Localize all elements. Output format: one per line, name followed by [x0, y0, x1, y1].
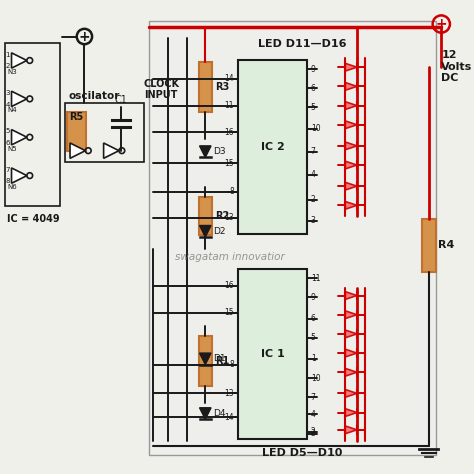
Text: 13: 13: [225, 213, 234, 222]
Polygon shape: [346, 390, 357, 397]
Polygon shape: [346, 330, 357, 338]
Bar: [238, 269, 307, 439]
Bar: [199, 336, 212, 386]
Bar: [5, 43, 61, 206]
Text: 1: 1: [5, 52, 9, 58]
Text: D2: D2: [213, 227, 226, 236]
Text: 3: 3: [5, 90, 9, 96]
Text: 2: 2: [311, 195, 316, 204]
Bar: [199, 63, 212, 112]
Text: 3: 3: [311, 429, 316, 438]
Polygon shape: [346, 201, 357, 209]
Text: +: +: [79, 29, 90, 44]
Polygon shape: [346, 121, 357, 128]
Text: swagatam innovatior: swagatam innovatior: [175, 252, 285, 262]
Text: D4: D4: [213, 409, 226, 418]
Text: 5: 5: [311, 333, 316, 342]
Polygon shape: [200, 408, 211, 419]
Text: N3: N3: [8, 69, 18, 75]
Polygon shape: [346, 409, 357, 416]
Text: N5: N5: [8, 146, 17, 152]
Text: D3: D3: [213, 147, 226, 156]
Text: 1: 1: [311, 355, 316, 364]
Text: IC = 4049: IC = 4049: [7, 214, 60, 224]
Polygon shape: [346, 64, 357, 71]
Polygon shape: [346, 426, 357, 434]
Polygon shape: [346, 142, 357, 150]
Text: 11: 11: [225, 101, 234, 110]
Bar: [422, 219, 436, 272]
Text: 4: 4: [311, 170, 316, 179]
Text: 4: 4: [5, 101, 9, 108]
Polygon shape: [11, 168, 27, 183]
Text: 16: 16: [225, 128, 234, 137]
Text: 6: 6: [311, 84, 316, 93]
Bar: [65, 103, 144, 162]
Text: 6: 6: [311, 314, 316, 323]
Text: IC 2: IC 2: [261, 142, 284, 152]
Polygon shape: [70, 143, 85, 158]
Text: D1: D1: [213, 355, 226, 364]
Polygon shape: [346, 182, 357, 190]
Text: 9: 9: [311, 293, 316, 302]
Text: 15: 15: [225, 308, 234, 317]
Text: N4: N4: [8, 108, 17, 113]
Polygon shape: [346, 349, 357, 357]
Text: CLOCK
INPUT: CLOCK INPUT: [143, 79, 179, 100]
Polygon shape: [11, 129, 27, 145]
Text: 7: 7: [311, 147, 316, 156]
Text: 12
Volts
DC: 12 Volts DC: [441, 50, 473, 83]
Text: 7: 7: [311, 392, 316, 401]
Text: R5: R5: [70, 112, 84, 122]
Bar: [199, 197, 212, 235]
Polygon shape: [346, 82, 357, 90]
Text: LED D11—D16: LED D11—D16: [258, 39, 346, 49]
Text: 2: 2: [311, 427, 316, 436]
Text: 8: 8: [5, 178, 9, 184]
Text: 5: 5: [5, 128, 9, 135]
Polygon shape: [346, 102, 357, 109]
Polygon shape: [200, 146, 211, 157]
Bar: [67, 112, 86, 151]
Text: 8: 8: [229, 360, 234, 369]
Polygon shape: [11, 53, 27, 68]
Text: R2: R2: [215, 211, 229, 221]
Text: R4: R4: [438, 240, 455, 250]
Text: 9: 9: [311, 64, 316, 73]
Text: 3: 3: [311, 216, 316, 225]
Text: 13: 13: [225, 389, 234, 398]
Text: R1: R1: [215, 356, 229, 366]
Text: 16: 16: [225, 282, 234, 291]
Polygon shape: [104, 143, 119, 158]
Text: R3: R3: [215, 82, 229, 92]
Polygon shape: [346, 292, 357, 300]
Text: 5: 5: [311, 103, 316, 112]
Text: +: +: [436, 17, 447, 31]
Bar: [238, 60, 307, 234]
Text: N6: N6: [8, 184, 18, 190]
Text: 2: 2: [5, 63, 9, 69]
Text: 14: 14: [225, 413, 234, 422]
Polygon shape: [200, 353, 211, 365]
Text: 15: 15: [225, 159, 234, 168]
Text: 7: 7: [5, 167, 9, 173]
Text: 4: 4: [311, 410, 316, 419]
Text: 11: 11: [311, 274, 320, 283]
Bar: [149, 21, 437, 455]
Text: 14: 14: [225, 74, 234, 83]
Polygon shape: [346, 368, 357, 376]
Polygon shape: [11, 91, 27, 107]
Text: 6: 6: [5, 140, 9, 146]
Text: IC 1: IC 1: [261, 349, 284, 359]
Text: 10: 10: [311, 374, 320, 383]
Text: 10: 10: [311, 124, 320, 133]
Polygon shape: [200, 226, 211, 237]
Text: LED D5—D10: LED D5—D10: [262, 448, 342, 458]
Text: C1: C1: [114, 95, 128, 105]
Text: oscilator: oscilator: [68, 91, 120, 101]
Text: 8: 8: [229, 187, 234, 196]
Polygon shape: [346, 161, 357, 169]
Polygon shape: [346, 311, 357, 319]
